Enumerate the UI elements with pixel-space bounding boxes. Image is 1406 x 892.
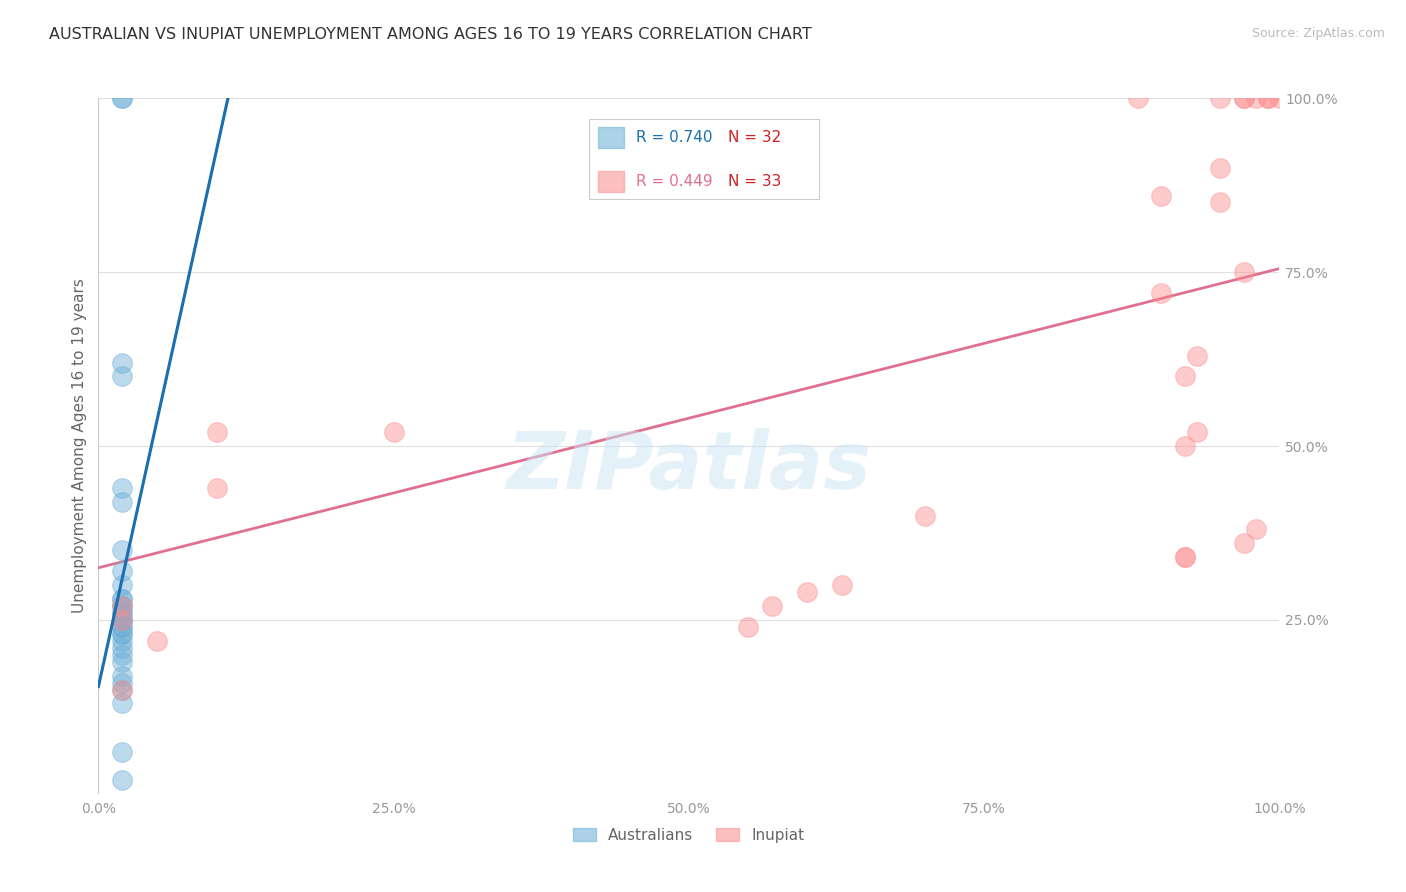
Point — [1257, 91, 1279, 105]
Point — [205, 425, 228, 439]
Point — [111, 369, 134, 384]
Point — [1185, 425, 1208, 439]
Text: R = 0.449: R = 0.449 — [636, 174, 713, 189]
Point — [111, 613, 134, 627]
Point — [111, 668, 134, 682]
Text: Source: ZipAtlas.com: Source: ZipAtlas.com — [1251, 27, 1385, 40]
Text: N = 33: N = 33 — [728, 174, 782, 189]
Point — [796, 585, 818, 599]
Point — [111, 606, 134, 620]
Point — [111, 592, 134, 607]
Point — [111, 675, 134, 690]
Point — [111, 578, 134, 592]
Point — [1209, 195, 1232, 210]
Point — [1174, 550, 1197, 565]
Point — [737, 620, 759, 634]
Point — [1257, 91, 1279, 105]
Point — [1174, 550, 1197, 565]
Point — [111, 481, 134, 495]
Point — [205, 481, 228, 495]
Y-axis label: Unemployment Among Ages 16 to 19 years: Unemployment Among Ages 16 to 19 years — [72, 278, 87, 614]
Point — [111, 697, 134, 711]
Point — [111, 494, 134, 508]
Point — [111, 599, 134, 613]
FancyBboxPatch shape — [598, 171, 624, 192]
Point — [1233, 91, 1256, 105]
Point — [111, 627, 134, 641]
Point — [111, 613, 134, 627]
Point — [111, 599, 134, 613]
Point — [1174, 369, 1197, 384]
Point — [111, 682, 134, 697]
Point — [111, 613, 134, 627]
Point — [1233, 91, 1256, 105]
Point — [111, 655, 134, 669]
Point — [1244, 91, 1267, 105]
Point — [111, 648, 134, 662]
Point — [111, 633, 134, 648]
Point — [1150, 285, 1173, 300]
Point — [761, 599, 783, 613]
Point — [382, 425, 405, 439]
Point — [1150, 188, 1173, 202]
Point — [1209, 91, 1232, 105]
Point — [111, 599, 134, 613]
Point — [1233, 265, 1256, 279]
Point — [111, 745, 134, 759]
Point — [914, 508, 936, 523]
Point — [111, 592, 134, 607]
Text: R = 0.740: R = 0.740 — [636, 130, 713, 145]
Point — [146, 633, 169, 648]
Point — [111, 564, 134, 578]
Point — [831, 578, 853, 592]
Point — [111, 627, 134, 641]
Point — [1185, 349, 1208, 363]
Point — [111, 772, 134, 787]
Point — [1209, 161, 1232, 175]
Point — [111, 620, 134, 634]
Point — [1244, 523, 1267, 537]
Point — [111, 91, 134, 105]
Text: ZIPatlas: ZIPatlas — [506, 428, 872, 506]
Text: N = 32: N = 32 — [728, 130, 782, 145]
Point — [111, 682, 134, 697]
Point — [111, 620, 134, 634]
Point — [1174, 439, 1197, 453]
Point — [1126, 91, 1149, 105]
Point — [111, 606, 134, 620]
Point — [111, 355, 134, 369]
FancyBboxPatch shape — [598, 128, 624, 148]
Point — [111, 613, 134, 627]
Text: AUSTRALIAN VS INUPIAT UNEMPLOYMENT AMONG AGES 16 TO 19 YEARS CORRELATION CHART: AUSTRALIAN VS INUPIAT UNEMPLOYMENT AMONG… — [49, 27, 811, 42]
Point — [1268, 91, 1291, 105]
Point — [1233, 536, 1256, 550]
Point — [111, 91, 134, 105]
Point — [111, 640, 134, 655]
FancyBboxPatch shape — [589, 119, 818, 199]
Legend: Australians, Inupiat: Australians, Inupiat — [567, 822, 811, 849]
Point — [111, 543, 134, 558]
